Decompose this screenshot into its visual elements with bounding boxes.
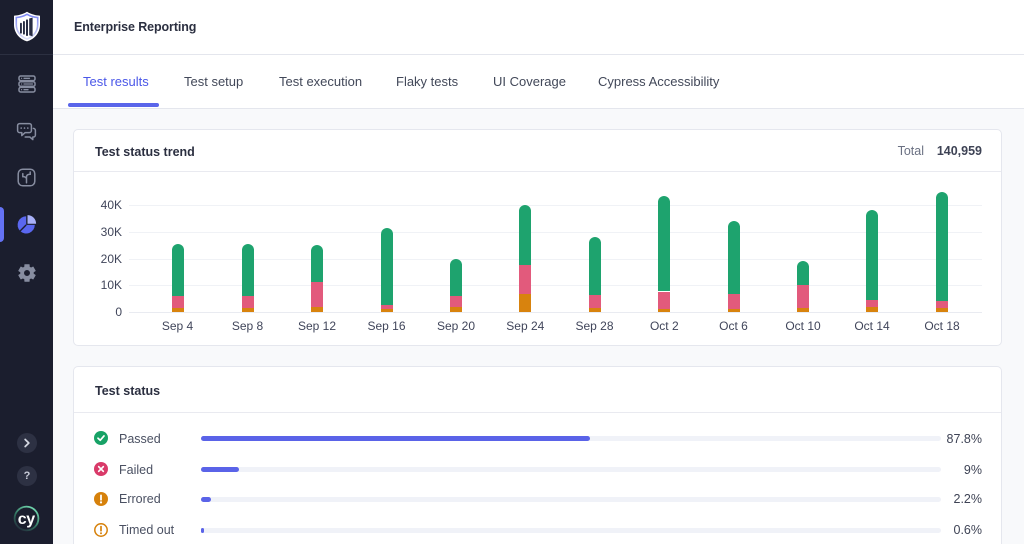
svg-text:cy: cy [18, 511, 35, 528]
